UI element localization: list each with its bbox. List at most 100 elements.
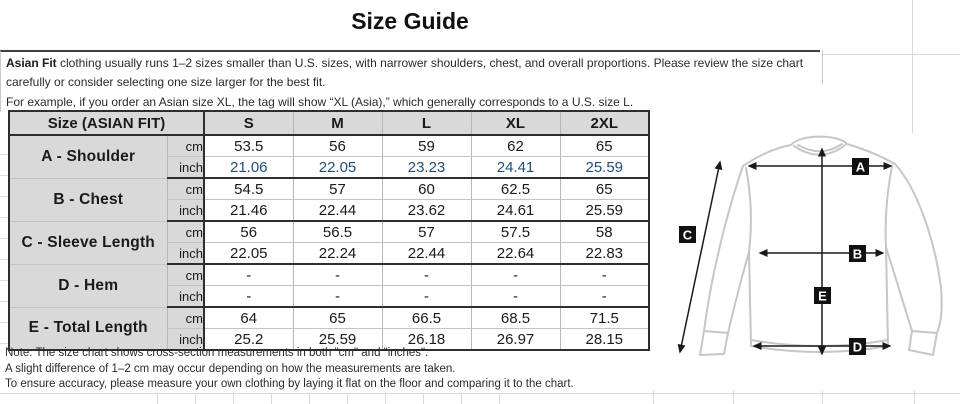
intro-paragraph: Asian Fit clothing usually runs 1–2 size… (6, 56, 803, 89)
value-cell: - (470, 285, 561, 308)
measurement-row-cm: E - Total Length cm 64 65 66.5 68.5 71.5 (8, 307, 650, 351)
diagram-label-b: B (853, 247, 862, 262)
value-cell: - (559, 264, 650, 286)
value-cell: - (470, 264, 561, 286)
gridline-horizontal (822, 54, 960, 55)
footnote-line: A slight difference of 1–2 cm may occur … (5, 362, 456, 375)
value-cell: 22.24 (292, 242, 383, 265)
right-cuff-line (911, 330, 938, 334)
size-chart-table: Size (ASIAN FIT) S M L XL 2XL A - Shoulder cm… (8, 110, 651, 351)
label-box-a (852, 158, 869, 175)
unit-cell-cm: cm (166, 178, 205, 200)
diagram-label-e: E (818, 289, 827, 304)
value-cell: 71.5 (559, 307, 650, 329)
value-cell: 56 (292, 135, 383, 157)
gridline-ticks-left (120, 393, 501, 404)
unit-cell-cm: cm (166, 135, 205, 157)
measurement-row-cm: C - Sleeve Length cm 56 56.5 57 57.5 58 (8, 221, 650, 265)
value-cell: 22.05 (292, 156, 383, 179)
measurement-row-cm: A - Shoulder cm 53.5 56 59 62 65 (8, 135, 650, 179)
value-cell: 21.46 (203, 199, 294, 222)
intro-note: Asian Fit clothing usually runs 1–2 size… (0, 50, 820, 112)
gridline-tick (733, 390, 734, 404)
value-cell: - (203, 285, 294, 308)
value-cell: - (292, 285, 383, 308)
measurement-label: A - Shoulder (8, 135, 167, 179)
measurement-label: B - Chest (8, 178, 167, 222)
gridline-tick (914, 390, 915, 404)
intro-lead: Asian Fit (6, 56, 57, 70)
measurement-row-inch: inch 21.06 22.05 23.23 24.41 25.59 (9, 156, 650, 179)
sweater-diagram: A B C D E (677, 135, 943, 356)
gridline-tick (653, 390, 654, 404)
label-box-e (814, 287, 831, 304)
value-cell: - (203, 264, 294, 286)
unit-cell-inch: inch (166, 242, 205, 265)
value-cell: 57.5 (470, 221, 561, 243)
value-cell: 25.59 (292, 328, 383, 351)
value-cell: 26.97 (470, 328, 561, 351)
value-cell: 26.18 (381, 328, 472, 351)
size-column-header: S (203, 111, 294, 136)
value-cell: 53.5 (203, 135, 294, 157)
footnote-line: To ensure accuracy, please measure your … (5, 378, 574, 391)
diagram-label-d: D (853, 340, 862, 355)
value-cell: 22.44 (381, 242, 472, 265)
gridline-tick (822, 390, 823, 404)
unit-cell-inch: inch (166, 199, 205, 222)
value-cell: - (292, 264, 383, 286)
value-cell: 25.2 (203, 328, 294, 351)
value-cell: 23.23 (381, 156, 472, 179)
value-cell: 23.62 (381, 199, 472, 222)
value-cell: - (381, 264, 472, 286)
value-cell: 57 (381, 221, 472, 243)
footnote-line: Note: The size chart shows cross-section… (5, 347, 429, 359)
note-box-right-border (822, 50, 823, 84)
value-cell: 22.44 (292, 199, 383, 222)
label-box-c (679, 226, 696, 243)
corner-header: Size (ASIAN FIT) (8, 111, 205, 136)
footnotes: Note: The size chart shows cross-section… (0, 346, 825, 393)
value-cell: 56 (203, 221, 294, 243)
gridline-vertical (912, 0, 913, 133)
value-cell: 24.61 (470, 199, 561, 222)
measurement-row-cm: D - Hem cm - - - - - (8, 264, 650, 308)
unit-cell-inch: inch (166, 156, 205, 179)
gridline-slivers (0, 134, 8, 345)
intro-example-line: For example, if you order an Asian size … (6, 94, 634, 109)
value-cell: 22.64 (470, 242, 561, 265)
value-cell: 24.41 (470, 156, 561, 179)
value-cell: 58 (559, 221, 650, 243)
size-column-header: L (381, 111, 472, 136)
value-cell: 59 (381, 135, 472, 157)
label-box-d (849, 338, 866, 355)
unit-cell-inch: inch (166, 328, 205, 351)
value-cell: 62 (470, 135, 561, 157)
left-sleeve-seam (745, 167, 752, 253)
unit-cell-cm: cm (166, 221, 205, 243)
value-cell: 54.5 (203, 178, 294, 200)
measurement-row-inch: inch - - - - - (9, 285, 650, 308)
label-box-b (849, 245, 866, 262)
intro-line1: clothing usually runs 1–2 sizes smaller … (6, 56, 804, 90)
right-sleeve-seam (884, 165, 893, 248)
value-cell: 25.59 (559, 156, 650, 179)
measurement-row-inch: inch 22.05 22.24 22.44 22.64 22.83 (9, 242, 650, 265)
value-cell: 65 (559, 135, 650, 157)
value-cell: 22.05 (203, 242, 294, 265)
value-cell: 28.15 (559, 328, 650, 351)
header-row: Size (ASIAN FIT) S M L XL 2XL (8, 111, 650, 136)
value-cell: 21.06 (203, 156, 294, 179)
value-cell: 65 (559, 178, 650, 200)
value-cell: 57 (292, 178, 383, 200)
value-cell: 60 (381, 178, 472, 200)
measurement-label: C - Sleeve Length (8, 221, 167, 265)
sleeve-measure-arrow (677, 160, 723, 354)
value-cell: 68.5 (470, 307, 561, 329)
value-cell: 62.5 (470, 178, 561, 200)
measurement-row-inch: inch 25.2 25.59 26.18 26.97 28.15 (9, 328, 650, 351)
value-cell: - (381, 285, 472, 308)
measurement-label: E - Total Length (8, 307, 167, 351)
size-column-header: M (292, 111, 383, 136)
